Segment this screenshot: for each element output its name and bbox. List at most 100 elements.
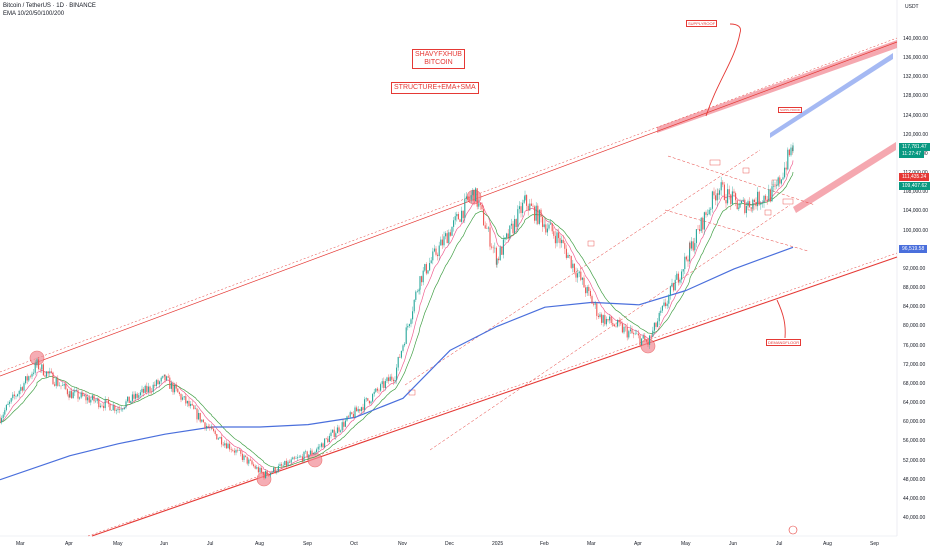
candle [484, 221, 486, 229]
candle [649, 334, 651, 349]
y-tick-label: 72,000.00 [903, 361, 926, 368]
candle [514, 215, 516, 235]
candle [308, 454, 310, 460]
candle [419, 275, 421, 295]
candle [372, 393, 374, 403]
candle [245, 455, 247, 458]
candle [515, 218, 517, 230]
structure-box: STRUCTURE+EMA+SMA [391, 82, 479, 94]
candle [273, 466, 275, 473]
candle [13, 391, 15, 400]
candle [491, 243, 493, 250]
small-tag [782, 198, 794, 205]
candle [396, 364, 398, 384]
candle [532, 203, 534, 208]
candle [445, 231, 447, 240]
candle [785, 161, 787, 176]
candle [602, 314, 604, 327]
candle [241, 451, 243, 462]
candle [554, 230, 556, 249]
candle [739, 198, 741, 208]
candle [550, 219, 552, 225]
candle [143, 387, 145, 397]
candle [394, 376, 396, 384]
candle [240, 449, 242, 457]
candle [588, 284, 590, 296]
candle [237, 447, 239, 453]
long-ma-badge: 96,519.58 [899, 245, 928, 253]
candle [586, 285, 588, 296]
candle [623, 323, 625, 335]
candle [214, 429, 216, 436]
candle [749, 197, 751, 208]
candle [719, 188, 721, 200]
candle [578, 270, 580, 278]
candle [293, 455, 295, 461]
candle [561, 235, 563, 248]
candle [473, 189, 475, 206]
candle [486, 223, 488, 229]
candle [478, 199, 480, 210]
candle [368, 400, 370, 406]
candle [476, 188, 478, 210]
candle [626, 323, 628, 341]
candle [253, 462, 255, 468]
brand-line2: BITCOIN [424, 59, 453, 66]
candle [309, 447, 311, 455]
candle [146, 382, 148, 395]
candle [615, 322, 617, 328]
candle [612, 318, 614, 327]
candle [441, 234, 443, 250]
demand-floor-dashed [87, 252, 898, 537]
candle [172, 381, 174, 396]
candle [133, 391, 135, 403]
candle [87, 394, 89, 404]
candle [637, 329, 639, 339]
candle [378, 388, 380, 395]
x-tick-label: Jun [729, 541, 738, 547]
candle [109, 403, 111, 411]
candle [284, 460, 286, 466]
candle [194, 405, 196, 410]
candle [660, 307, 662, 316]
flag-top-line [667, 155, 816, 206]
candle [380, 382, 382, 393]
candle [111, 409, 113, 411]
candle [221, 434, 223, 448]
candle [290, 457, 292, 465]
demand-floor-label: DEMANDFLOOR [766, 339, 802, 346]
candle [289, 459, 291, 464]
candle [658, 311, 660, 326]
candle [230, 446, 232, 453]
candle [682, 269, 684, 277]
candle [520, 202, 522, 218]
candle [657, 318, 659, 328]
candle [388, 374, 390, 385]
candle [416, 289, 418, 293]
candle [356, 405, 358, 412]
candle [410, 317, 412, 328]
small-marker-circle [788, 525, 798, 535]
candle [392, 377, 394, 385]
candle [462, 210, 464, 223]
candle [607, 319, 609, 323]
candle [694, 237, 696, 254]
candle [163, 374, 165, 377]
candle [365, 397, 367, 402]
candle [412, 306, 414, 324]
candle [33, 369, 35, 376]
x-tick-label: Apr [634, 541, 642, 547]
candle [300, 454, 302, 459]
candle [324, 438, 326, 449]
supply-roof-small-label: SUPPLYROOF [778, 107, 803, 113]
candle [98, 397, 100, 410]
candle [49, 367, 51, 377]
candle [432, 247, 434, 265]
candle [319, 444, 321, 450]
candle [357, 406, 359, 413]
candle [354, 405, 356, 418]
candle [328, 433, 330, 443]
candle [404, 342, 406, 348]
candle [217, 437, 219, 441]
